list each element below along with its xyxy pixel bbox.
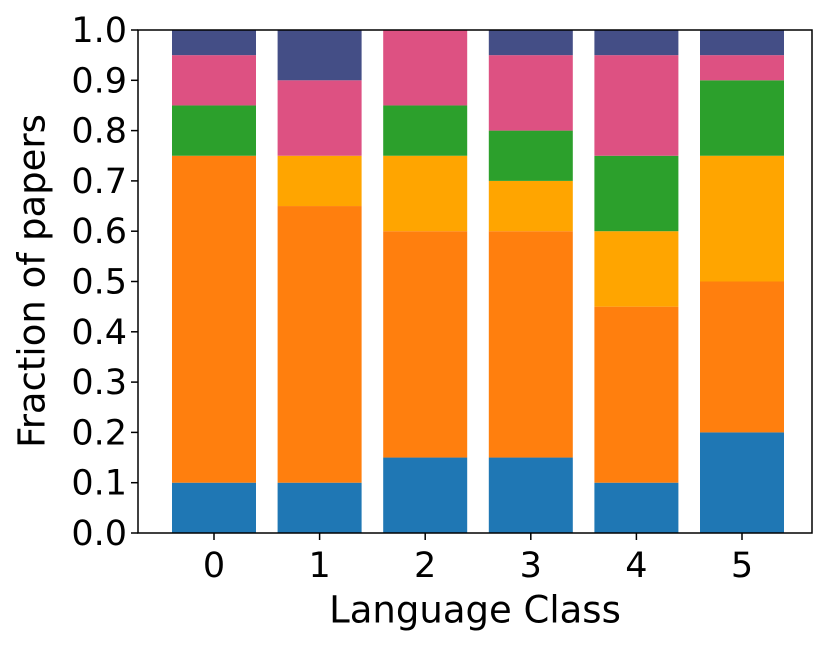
bar-segment bbox=[700, 155, 784, 282]
bar-segment bbox=[172, 30, 256, 56]
bar-segment bbox=[488, 231, 573, 458]
x-tick-label: 2 bbox=[414, 546, 436, 586]
y-axis-label: Fraction of papers bbox=[11, 114, 54, 448]
y-tick-label: 0.1 bbox=[71, 464, 127, 504]
bar-segment bbox=[700, 80, 784, 156]
x-tick-label: 0 bbox=[203, 546, 225, 586]
bar-segment bbox=[383, 457, 468, 533]
bar-segment bbox=[488, 130, 573, 181]
bar-segment bbox=[172, 482, 256, 533]
bar-segment bbox=[594, 482, 679, 533]
bar-segment bbox=[383, 30, 468, 106]
y-tick-label: 0.2 bbox=[71, 413, 127, 453]
bar-segment bbox=[277, 155, 362, 207]
bar-segment bbox=[488, 30, 573, 56]
bar-segment bbox=[700, 432, 784, 533]
bar-segment bbox=[383, 231, 468, 458]
y-tick-label: 0.9 bbox=[71, 61, 127, 101]
bar-segment bbox=[172, 55, 256, 106]
bar-segment bbox=[594, 30, 679, 56]
bar-segment bbox=[594, 231, 679, 307]
bar-segment bbox=[488, 180, 573, 232]
y-tick-label: 0.5 bbox=[71, 263, 127, 303]
plot-frame bbox=[137, 29, 813, 534]
x-tick-label: 4 bbox=[625, 546, 647, 586]
bar-segment bbox=[277, 30, 362, 81]
x-axis-label: Language Class bbox=[329, 589, 621, 632]
bar-segment bbox=[383, 105, 468, 156]
y-tick-label: 0.4 bbox=[71, 313, 127, 353]
bar-segment bbox=[277, 80, 362, 156]
bar-segment bbox=[700, 55, 784, 81]
bar-segment bbox=[383, 155, 468, 232]
bar-segment bbox=[172, 105, 256, 156]
y-tick-label: 1.0 bbox=[71, 11, 127, 51]
bar-segment bbox=[488, 457, 573, 533]
y-tick-label: 0.3 bbox=[71, 363, 127, 403]
x-tick-label: 5 bbox=[731, 546, 753, 586]
bar-segment bbox=[277, 482, 362, 533]
x-tick-label: 1 bbox=[308, 546, 330, 586]
bar-segment bbox=[277, 206, 362, 483]
y-tick-label: 0.8 bbox=[71, 112, 127, 152]
bar-segment bbox=[700, 30, 784, 56]
bar-segment bbox=[172, 155, 256, 483]
bar-segment bbox=[594, 306, 679, 483]
x-tick-label: 3 bbox=[520, 546, 542, 586]
bar-segment bbox=[700, 281, 784, 433]
y-tick-label: 0.0 bbox=[71, 514, 127, 554]
bar-segment bbox=[488, 55, 573, 131]
y-tick-label: 0.6 bbox=[71, 212, 127, 252]
bar-segment bbox=[594, 155, 679, 232]
y-tick-label: 0.7 bbox=[71, 162, 127, 202]
bar-segment bbox=[594, 55, 679, 156]
